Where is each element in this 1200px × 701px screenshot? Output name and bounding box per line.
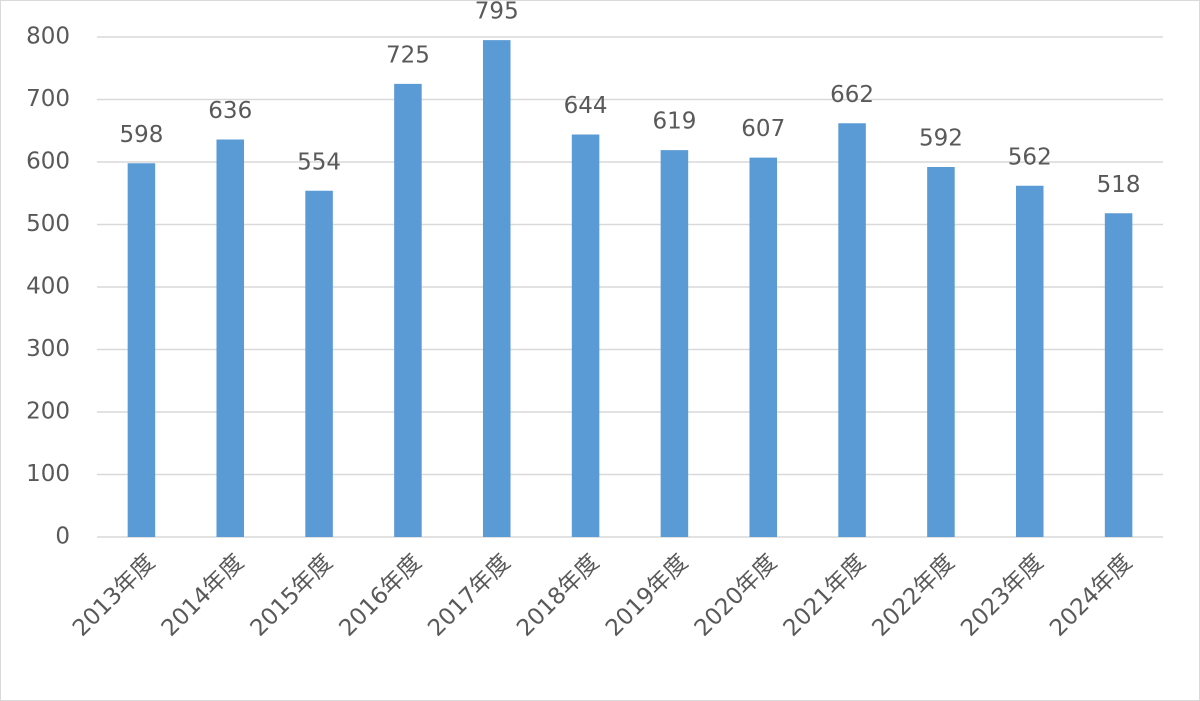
bar [927, 167, 955, 537]
y-tick-label: 400 [26, 274, 70, 300]
data-label: 554 [297, 149, 341, 175]
y-tick-label: 300 [26, 336, 70, 362]
data-label: 607 [741, 116, 785, 142]
y-tick-label: 100 [26, 461, 70, 487]
data-label: 518 [1097, 172, 1141, 198]
data-label: 725 [386, 42, 430, 68]
bar [571, 134, 600, 537]
bar [1015, 185, 1044, 537]
bar [216, 139, 245, 537]
data-label: 598 [119, 122, 163, 148]
data-label: 795 [475, 0, 519, 25]
y-tick-label: 0 [55, 524, 70, 550]
y-tick-label: 700 [26, 86, 70, 112]
data-label: 592 [919, 126, 963, 152]
data-label: 662 [830, 82, 874, 108]
bar [394, 83, 422, 537]
y-tick-label: 800 [26, 24, 70, 50]
data-label: 636 [208, 98, 252, 124]
bar [749, 157, 778, 537]
bar [838, 123, 866, 537]
y-tick-label: 200 [26, 399, 70, 425]
y-tick-label: 500 [26, 211, 70, 237]
bar [482, 40, 511, 537]
bar [305, 190, 333, 537]
data-label: 562 [1008, 144, 1052, 170]
bar [127, 163, 156, 537]
bar [660, 150, 689, 537]
bar [1104, 213, 1133, 537]
data-label: 619 [652, 109, 696, 135]
data-label: 644 [564, 93, 608, 119]
y-tick-label: 600 [26, 149, 70, 175]
